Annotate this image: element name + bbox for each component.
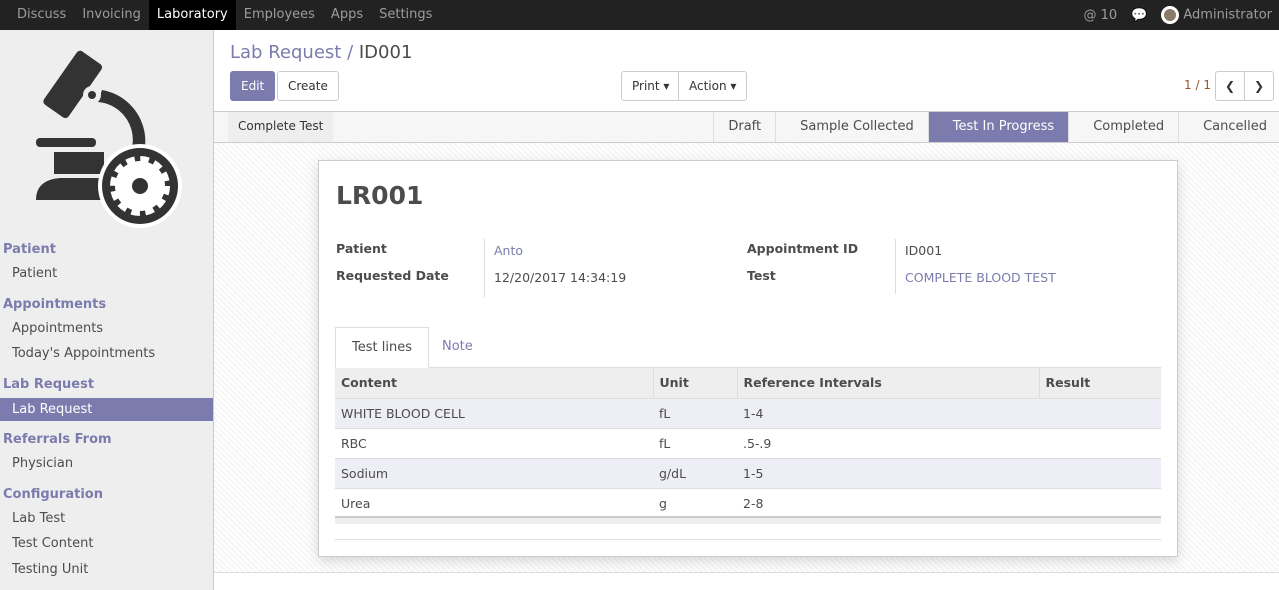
sidebar-item-appointments[interactable]: Appointments: [12, 321, 104, 336]
column-reference-intervals[interactable]: Reference Intervals: [736, 368, 1039, 398]
cell-result: [1039, 427, 1161, 458]
menu-settings[interactable]: Settings: [379, 7, 433, 22]
breadcrumb-separator: /: [347, 42, 354, 63]
sidebar-item-testing-unit[interactable]: Testing Unit: [12, 562, 89, 577]
cell-result: [1039, 397, 1161, 428]
test-field[interactable]: COMPLETE BLOOD TEST: [905, 270, 1056, 285]
sidebar-item-patient[interactable]: Patient: [12, 266, 58, 281]
form-sheet: LR001 Patient Anto Requested Date 12/20/…: [318, 160, 1178, 557]
control-panel: Lab Request / ID001 Edit Create Print ▾ …: [214, 30, 1279, 112]
record-title: LR001: [336, 181, 424, 210]
column-result[interactable]: Result: [1038, 368, 1161, 398]
column-content[interactable]: Content: [335, 368, 653, 398]
tab-test-lines[interactable]: Test lines: [335, 327, 429, 368]
mentions-counter[interactable]: @ 10: [1083, 7, 1118, 23]
stage-test-in-progress[interactable]: Test In Progress: [927, 112, 1069, 142]
complete-test-button[interactable]: Complete Test: [228, 112, 334, 142]
section-patient: Patient: [3, 242, 56, 257]
menu-employees[interactable]: Employees: [243, 7, 315, 22]
cell-content: WHITE BLOOD CELL: [335, 397, 653, 428]
table-row[interactable]: Sodium g/dL 1-5: [335, 457, 1161, 488]
main-content: Lab Request / ID001 Edit Create Print ▾ …: [214, 30, 1279, 590]
cell-result: [1039, 457, 1161, 488]
cell-content: Sodium: [335, 457, 653, 488]
previous-record-button[interactable]: ❮: [1214, 71, 1245, 101]
requested-date-field: 12/20/2017 14:34:19: [494, 270, 627, 285]
section-appointments: Appointments: [3, 297, 107, 312]
sidebar-item-lab-test[interactable]: Lab Test: [12, 511, 66, 526]
sidebar: Patient Patient Appointments Appointment…: [0, 30, 214, 590]
tab-note[interactable]: Note: [442, 339, 473, 354]
table-footer: [335, 516, 1161, 524]
menu-apps[interactable]: Apps: [330, 7, 364, 22]
appointment-id-label: Appointment ID: [747, 241, 859, 256]
menu-discuss[interactable]: Discuss: [17, 7, 67, 22]
cell-reference: .5-.9: [737, 427, 1039, 458]
user-name: Administrator: [1183, 7, 1272, 23]
sidebar-item-physician[interactable]: Physician: [12, 456, 74, 471]
avatar: [1161, 6, 1180, 24]
cell-result: [1039, 487, 1161, 518]
cell-unit: g: [653, 487, 737, 518]
appointment-id-field: ID001: [905, 243, 943, 258]
breadcrumb-parent[interactable]: Lab Request: [230, 42, 342, 63]
patient-field[interactable]: Anto: [494, 243, 524, 258]
stage-draft[interactable]: Draft: [713, 112, 775, 142]
stage-sample-collected[interactable]: Sample Collected: [775, 112, 928, 142]
column-unit[interactable]: Unit: [652, 368, 737, 398]
cell-reference: 1-5: [737, 457, 1039, 488]
section-referrals: Referrals From: [3, 432, 112, 447]
section-configuration: Configuration: [3, 487, 103, 502]
sidebar-item-test-content[interactable]: Test Content: [12, 536, 94, 551]
section-lab-request: Lab Request: [3, 377, 95, 392]
stage-cancelled[interactable]: Cancelled: [1178, 112, 1279, 142]
cell-content: RBC: [335, 427, 653, 458]
create-button[interactable]: Create: [277, 71, 339, 101]
edit-button[interactable]: Edit: [230, 71, 276, 101]
breadcrumb: Lab Request / ID001: [230, 42, 412, 63]
cell-unit: g/dL: [653, 457, 737, 488]
notebook-tabs: Test lines Note: [335, 327, 1161, 368]
menu-laboratory[interactable]: Laboratory: [148, 0, 236, 30]
table-row[interactable]: RBC fL .5-.9: [335, 427, 1161, 458]
cell-unit: fL: [653, 397, 737, 428]
patient-label: Patient: [336, 241, 387, 256]
pager-value: 1 / 1: [1184, 78, 1211, 92]
print-dropdown[interactable]: Print ▾: [621, 71, 681, 101]
cell-reference: 1-4: [737, 397, 1039, 428]
requested-date-label: Requested Date: [336, 268, 449, 283]
stage-completed[interactable]: Completed: [1068, 112, 1178, 142]
cell-content: Urea: [335, 487, 653, 518]
user-menu[interactable]: Administrator: [1161, 6, 1272, 24]
table-row[interactable]: WHITE BLOOD CELL fL 1-4: [335, 397, 1161, 428]
cell-reference: 2-8: [737, 487, 1039, 518]
menu-invoicing[interactable]: Invoicing: [82, 7, 141, 22]
cell-unit: fL: [653, 427, 737, 458]
table-row[interactable]: Urea g 2-8: [335, 487, 1161, 518]
status-bar: Complete Test Draft Sample Collected Tes…: [214, 112, 1279, 143]
chat-icon[interactable]: 💬: [1131, 7, 1148, 23]
microscope-gear-logo: [36, 50, 182, 228]
test-lines-table: Content Unit Reference Intervals Result …: [335, 368, 1161, 518]
breadcrumb-current: ID001: [358, 42, 413, 63]
test-label: Test: [747, 268, 776, 283]
action-dropdown[interactable]: Action ▾: [678, 71, 748, 101]
sidebar-item-lab-request[interactable]: Lab Request: [0, 398, 213, 421]
top-navbar: Discuss Invoicing Laboratory Employees A…: [0, 0, 1279, 30]
divider: [335, 539, 1161, 540]
form-background: LR001 Patient Anto Requested Date 12/20/…: [214, 143, 1279, 573]
sidebar-item-todays-appointments[interactable]: Today's Appointments: [12, 346, 156, 361]
next-record-button[interactable]: ❯: [1243, 71, 1274, 101]
